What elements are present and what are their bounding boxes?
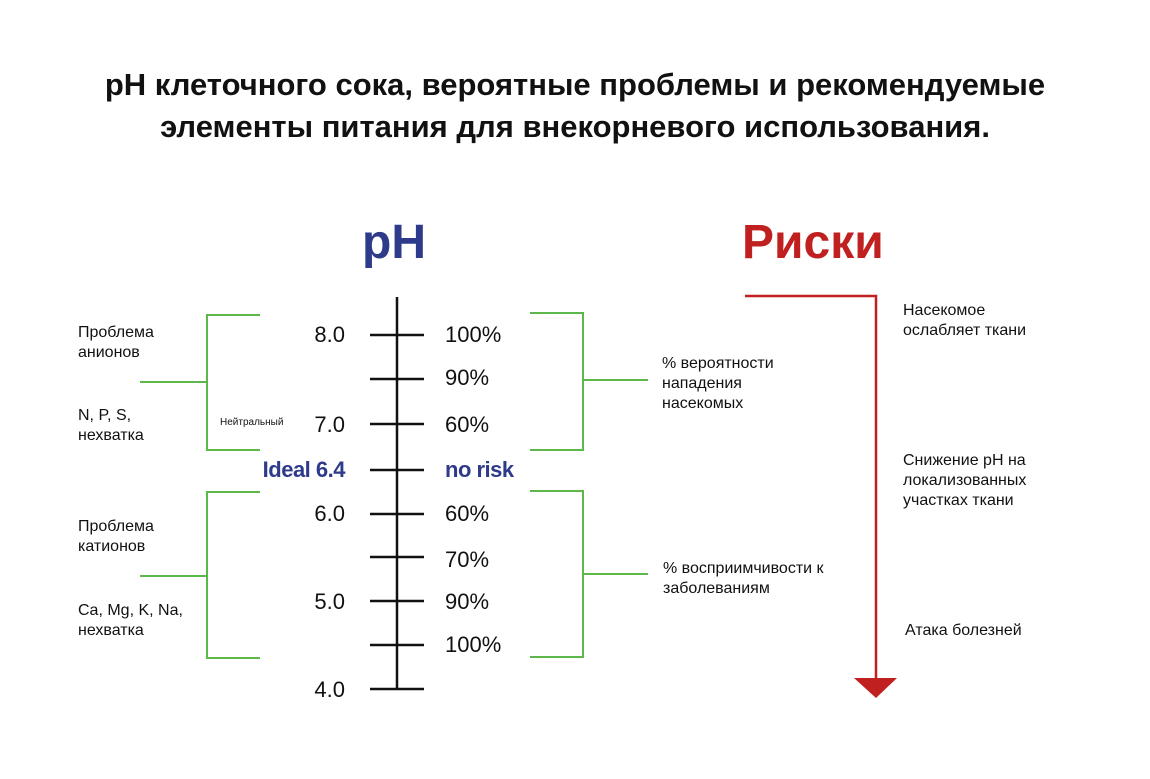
risk-item: Снижение pH на локализованных участках т… (903, 452, 1027, 509)
ph-label: 5.0 (314, 589, 345, 614)
risks-header: Риски (742, 216, 884, 269)
risk-item: Насекомое ослабляет ткани (903, 302, 1027, 339)
camgkna-deficiency-label: Ca, Mg, K, Na, нехватка (78, 602, 183, 639)
axis-ticks (370, 333, 424, 691)
arrow-head-icon (854, 678, 897, 698)
anion-problem-label: Проблема анионов (78, 324, 154, 361)
risk-item: Атака болезней (905, 622, 1022, 639)
ph-label: 7.0 (314, 412, 345, 437)
right-upper-bracket (530, 312, 648, 451)
ph-ideal-label: Ideal 6.4 (262, 457, 346, 482)
ph-label: 8.0 (314, 322, 345, 347)
percent-label: 90% (445, 365, 490, 390)
left-lower-bracket (140, 491, 260, 659)
risk-arrow (745, 294, 878, 682)
ph-header: pH (362, 216, 426, 269)
percent-label: 90% (445, 589, 490, 614)
right-lower-bracket (530, 490, 648, 658)
page-title: pH клеточного сока, вероятные проблемы и… (104, 67, 1046, 144)
percent-label: 100% (445, 632, 502, 657)
insect-attack-probability-label: % вероятности нападения насекомых (662, 355, 774, 412)
nps-deficiency-label: N, P, S, нехватка (78, 407, 144, 444)
percent-label: 60% (445, 501, 490, 526)
percent-label: 60% (445, 412, 490, 437)
percent-label: 70% (445, 547, 490, 572)
ph-label: 6.0 (314, 501, 345, 526)
percent-label: 100% (445, 322, 502, 347)
cation-problem-label: Проблема катионов (78, 518, 154, 555)
ph-label: 4.0 (314, 677, 345, 702)
no-risk-label: no risk (445, 457, 514, 482)
neutral-label: Нейтральный (220, 417, 284, 428)
disease-susceptibility-label: % восприимчивости к заболеваниям (663, 560, 824, 597)
left-upper-bracket (140, 314, 260, 451)
